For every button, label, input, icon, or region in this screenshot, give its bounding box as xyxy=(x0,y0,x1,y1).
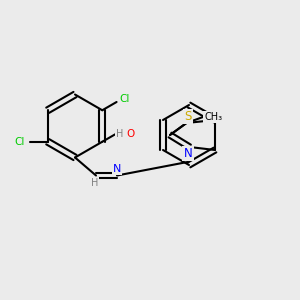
Text: CH₃: CH₃ xyxy=(204,112,223,122)
Text: H: H xyxy=(116,129,124,139)
Text: S: S xyxy=(184,110,192,123)
Text: N: N xyxy=(184,147,192,160)
Text: N: N xyxy=(113,164,121,174)
Text: O: O xyxy=(126,129,134,139)
Text: Cl: Cl xyxy=(14,137,24,147)
Text: S: S xyxy=(184,110,192,123)
Text: Cl: Cl xyxy=(119,94,129,104)
Text: H: H xyxy=(91,178,98,188)
